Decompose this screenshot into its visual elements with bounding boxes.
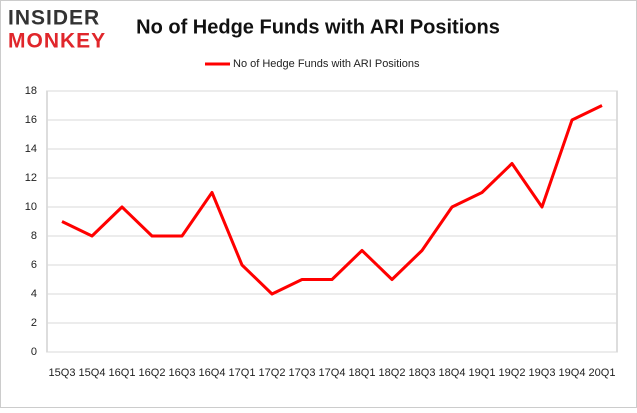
x-tick-label: 17Q3 — [289, 367, 316, 379]
y-tick-label: 10 — [25, 201, 37, 213]
x-tick-label: 18Q2 — [379, 367, 406, 379]
x-tick-label: 19Q2 — [499, 367, 526, 379]
chart-title: No of Hedge Funds with ARI Positions — [136, 16, 500, 38]
y-tick-label: 4 — [31, 288, 37, 300]
x-tick-label: 18Q3 — [409, 367, 436, 379]
x-tick-label: 17Q2 — [259, 367, 286, 379]
x-tick-label: 16Q3 — [169, 367, 196, 379]
legend-label: No of Hedge Funds with ARI Positions — [233, 58, 420, 70]
x-tick-label: 16Q1 — [109, 367, 136, 379]
y-tick-label: 0 — [31, 346, 37, 358]
x-tick-label: 17Q1 — [229, 367, 256, 379]
x-tick-label: 20Q1 — [589, 367, 616, 379]
x-tick-label: 17Q4 — [319, 367, 346, 379]
y-tick-label: 8 — [31, 230, 37, 242]
plot-border — [46, 90, 618, 353]
x-tick-label: 18Q1 — [349, 367, 376, 379]
x-tick-label: 15Q3 — [49, 367, 76, 379]
x-tick-label: 19Q3 — [529, 367, 556, 379]
logo-line2: MONKEY — [8, 30, 106, 53]
y-tick-label: 12 — [25, 172, 37, 184]
x-tick-label: 19Q1 — [469, 367, 496, 379]
x-tick-label: 16Q2 — [139, 367, 166, 379]
y-tick-label: 16 — [25, 114, 37, 126]
y-tick-label: 6 — [31, 259, 37, 271]
data-line — [61, 104, 603, 296]
x-tick-label: 19Q4 — [559, 367, 586, 379]
y-tick-label: 14 — [25, 143, 37, 155]
logo-line1: INSIDER — [8, 7, 100, 30]
x-tick-label: 15Q4 — [79, 367, 106, 379]
y-tick-label: 2 — [31, 317, 37, 329]
x-tick-label: 18Q4 — [439, 367, 466, 379]
x-tick-label: 16Q4 — [199, 367, 226, 379]
y-tick-label: 18 — [25, 85, 37, 97]
